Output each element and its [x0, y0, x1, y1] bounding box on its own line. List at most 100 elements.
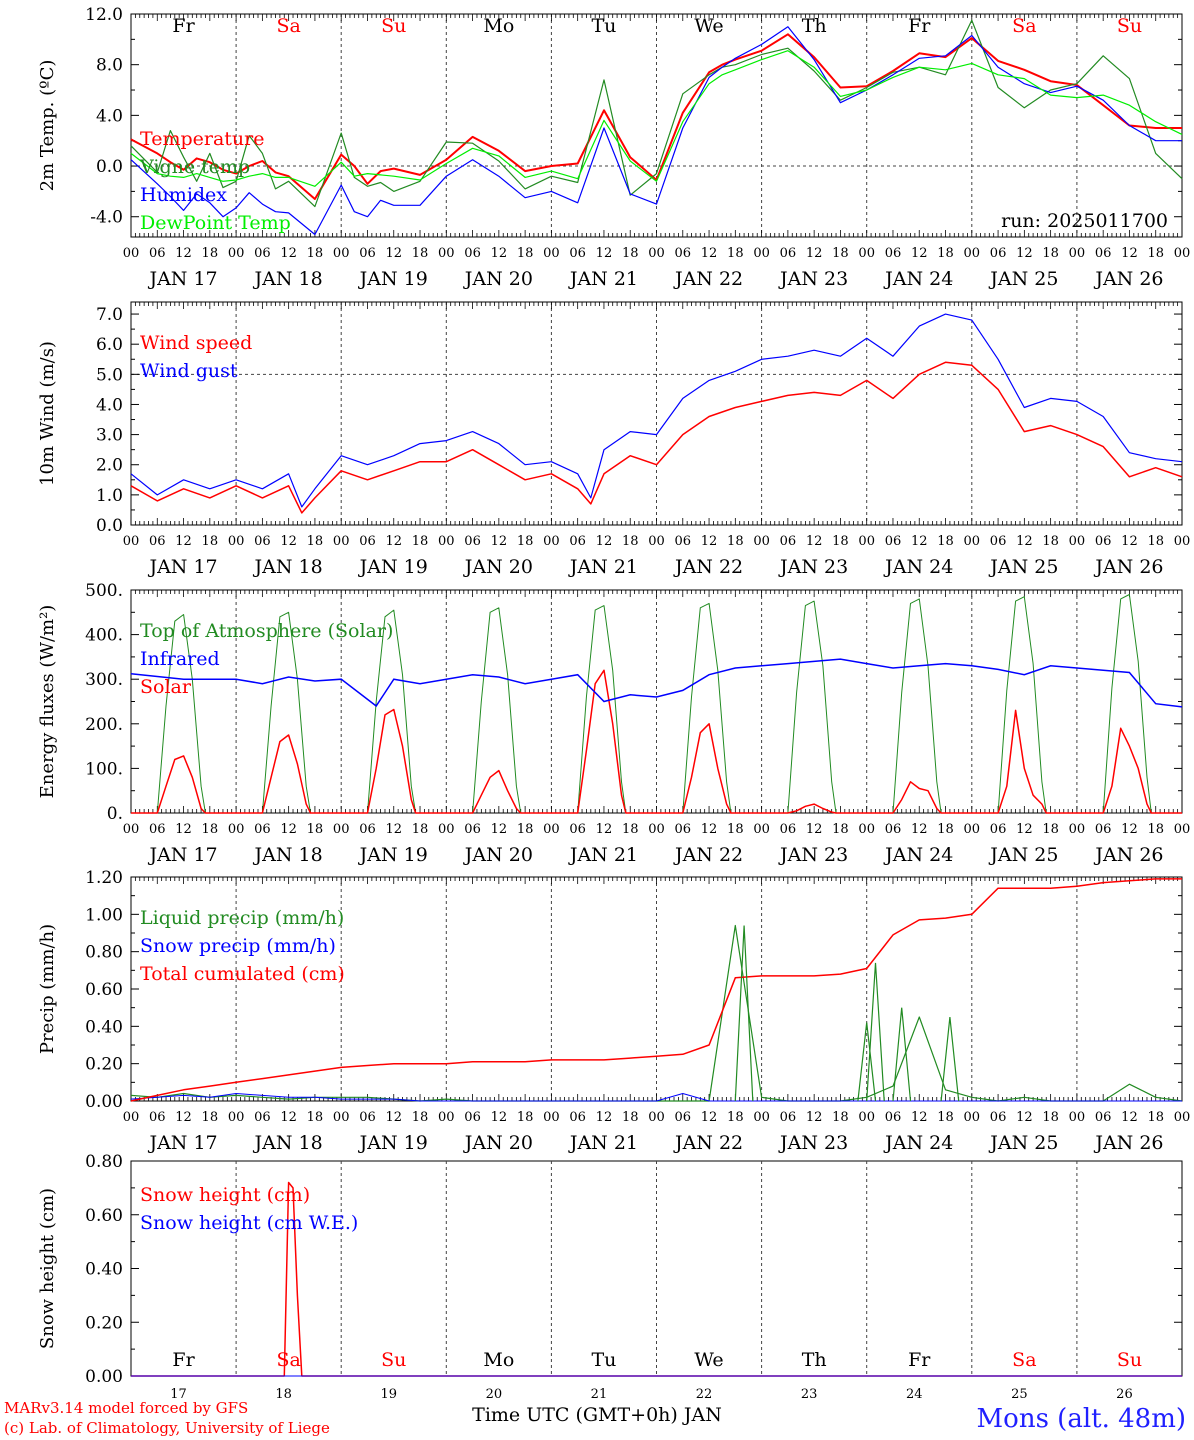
x-date-label: JAN 23 — [778, 556, 848, 578]
legend-entry: Top of Atmosphere (Solar) — [140, 620, 393, 642]
weekday-label: We — [694, 1349, 723, 1371]
x-hour-label: 00 — [333, 822, 350, 837]
x-hour-label: 12 — [1016, 822, 1033, 837]
x-hour-label: 18 — [727, 1110, 744, 1125]
legend-entry: Wind gust — [140, 360, 238, 382]
x-hour-label: 06 — [1095, 1110, 1112, 1125]
x-hour-label: 00 — [438, 534, 455, 549]
liquid-precip-peak — [940, 1016, 960, 1102]
x-hour-label: 06 — [359, 246, 376, 261]
legend-entry: Humidex — [140, 184, 227, 206]
y-tick-label: 0.00 — [85, 1367, 123, 1387]
x-hour-label: 18 — [412, 534, 429, 549]
y-tick-label: 4.0 — [96, 395, 123, 415]
series-line-wind-speed — [130, 361, 1183, 514]
y-tick-label: 6.0 — [96, 335, 123, 355]
x-hour-label: 00 — [1174, 1110, 1191, 1125]
panel-2: 0.0 1.0 2.0 3.0 4.0 5.0 6.0 7.0 10m Wind (m/s) Wi… — [37, 301, 1190, 578]
x-hour-label: 18 — [307, 246, 324, 261]
x-hour-label: 00 — [753, 822, 770, 837]
x-hour-label: 12 — [1121, 822, 1138, 837]
x-date-label: JAN 21 — [568, 844, 638, 866]
x-hour-label: 12 — [491, 1110, 508, 1125]
x-hour-label: 12 — [385, 534, 402, 549]
x-hour-label: 00 — [858, 1110, 875, 1125]
x-hour-label: 18 — [832, 822, 849, 837]
x-hour-label: 06 — [780, 1110, 797, 1125]
x-hour-label: 06 — [675, 534, 692, 549]
x-hour-label: 18 — [202, 822, 219, 837]
x-hour-label: 06 — [254, 534, 271, 549]
x-date-label: JAN 24 — [883, 268, 953, 290]
x-hour-label: 06 — [675, 1110, 692, 1125]
x-date-label: JAN 23 — [778, 1132, 848, 1154]
x-hour-label: 00 — [333, 534, 350, 549]
x-hour-label: 12 — [596, 1110, 613, 1125]
x-hour-label: 00 — [858, 534, 875, 549]
y-axis-label: Precip (mm/h) — [37, 924, 58, 1054]
x-hour-label: 06 — [1095, 246, 1112, 261]
x-hour-label: 12 — [280, 534, 297, 549]
legend-entry: Liquid precip (mm/h) — [140, 907, 344, 929]
x-date-label: JAN 26 — [1093, 1132, 1163, 1154]
model-credit: MARv3.14 model forced by GFS — [4, 1399, 249, 1417]
x-hour-label: 12 — [911, 534, 928, 549]
x-hour-label: 06 — [675, 822, 692, 837]
weekday-label: Mo — [483, 1349, 514, 1371]
y-tick-label: 0.0 — [96, 516, 123, 536]
weekday-label: Fr — [172, 15, 195, 37]
legend-entry: Snow height (cm) — [140, 1184, 310, 1206]
x-hour-label: 06 — [149, 246, 166, 261]
x-hour-label: 00 — [964, 822, 981, 837]
y-tick-label: 0.80 — [85, 943, 123, 963]
x-hour-label: 00 — [228, 822, 245, 837]
x-hour-label: 06 — [780, 534, 797, 549]
x-hour-label: 12 — [911, 822, 928, 837]
x-hour-label: 18 — [412, 822, 429, 837]
weekday-label: Mo — [483, 15, 514, 37]
weekday-label: Su — [1117, 15, 1142, 37]
x-hour-label: 06 — [149, 822, 166, 837]
x-hour-label: 00 — [648, 822, 665, 837]
x-hour-label: 12 — [385, 246, 402, 261]
y-tick-label: 0.20 — [85, 1313, 123, 1333]
x-hour-label: 12 — [596, 246, 613, 261]
x-hour-label: 12 — [1016, 1110, 1033, 1125]
weekday-label: We — [694, 15, 723, 37]
x-hour-label: 18 — [1147, 1110, 1164, 1125]
x-hour-label: 06 — [780, 822, 797, 837]
x-day-number: 17 — [170, 1387, 187, 1402]
x-hour-label: 06 — [359, 822, 376, 837]
x-hour-label: 12 — [175, 822, 192, 837]
legend-entry: Infrared — [140, 648, 220, 670]
x-date-label: JAN 26 — [1093, 556, 1163, 578]
liquid-precip-peak — [892, 1007, 912, 1102]
x-hour-label: 18 — [1147, 246, 1164, 261]
x-date-label: JAN 21 — [568, 1132, 638, 1154]
x-date-label: JAN 24 — [883, 844, 953, 866]
x-hour-label: 12 — [806, 246, 823, 261]
weekday-label: Th — [802, 15, 827, 37]
x-day-number: 24 — [906, 1387, 923, 1402]
liquid-precip-peak — [857, 1022, 877, 1102]
y-tick-label: 1.20 — [85, 868, 123, 888]
x-hour-label: 06 — [464, 246, 481, 261]
legend-entry: Wind speed — [140, 332, 252, 354]
series-line-wind-gust — [130, 313, 1183, 508]
series-line-temperature — [130, 33, 1182, 200]
station-label: Mons (alt. 48m) — [976, 1404, 1186, 1434]
x-hour-label: 12 — [806, 822, 823, 837]
x-hour-label: 12 — [280, 1110, 297, 1125]
x-hour-label: 12 — [280, 822, 297, 837]
x-date-label: JAN 22 — [673, 268, 743, 290]
y-tick-label: 0.80 — [85, 1152, 123, 1172]
x-date-label: JAN 24 — [883, 556, 953, 578]
x-hour-label: 18 — [1042, 246, 1059, 261]
legend-entry: Temperature — [140, 128, 264, 150]
x-date-label: JAN 17 — [147, 844, 217, 866]
x-hour-label: 00 — [123, 246, 140, 261]
x-hour-label: 00 — [228, 1110, 245, 1125]
x-hour-label: 18 — [727, 822, 744, 837]
x-hour-label: 00 — [543, 246, 560, 261]
